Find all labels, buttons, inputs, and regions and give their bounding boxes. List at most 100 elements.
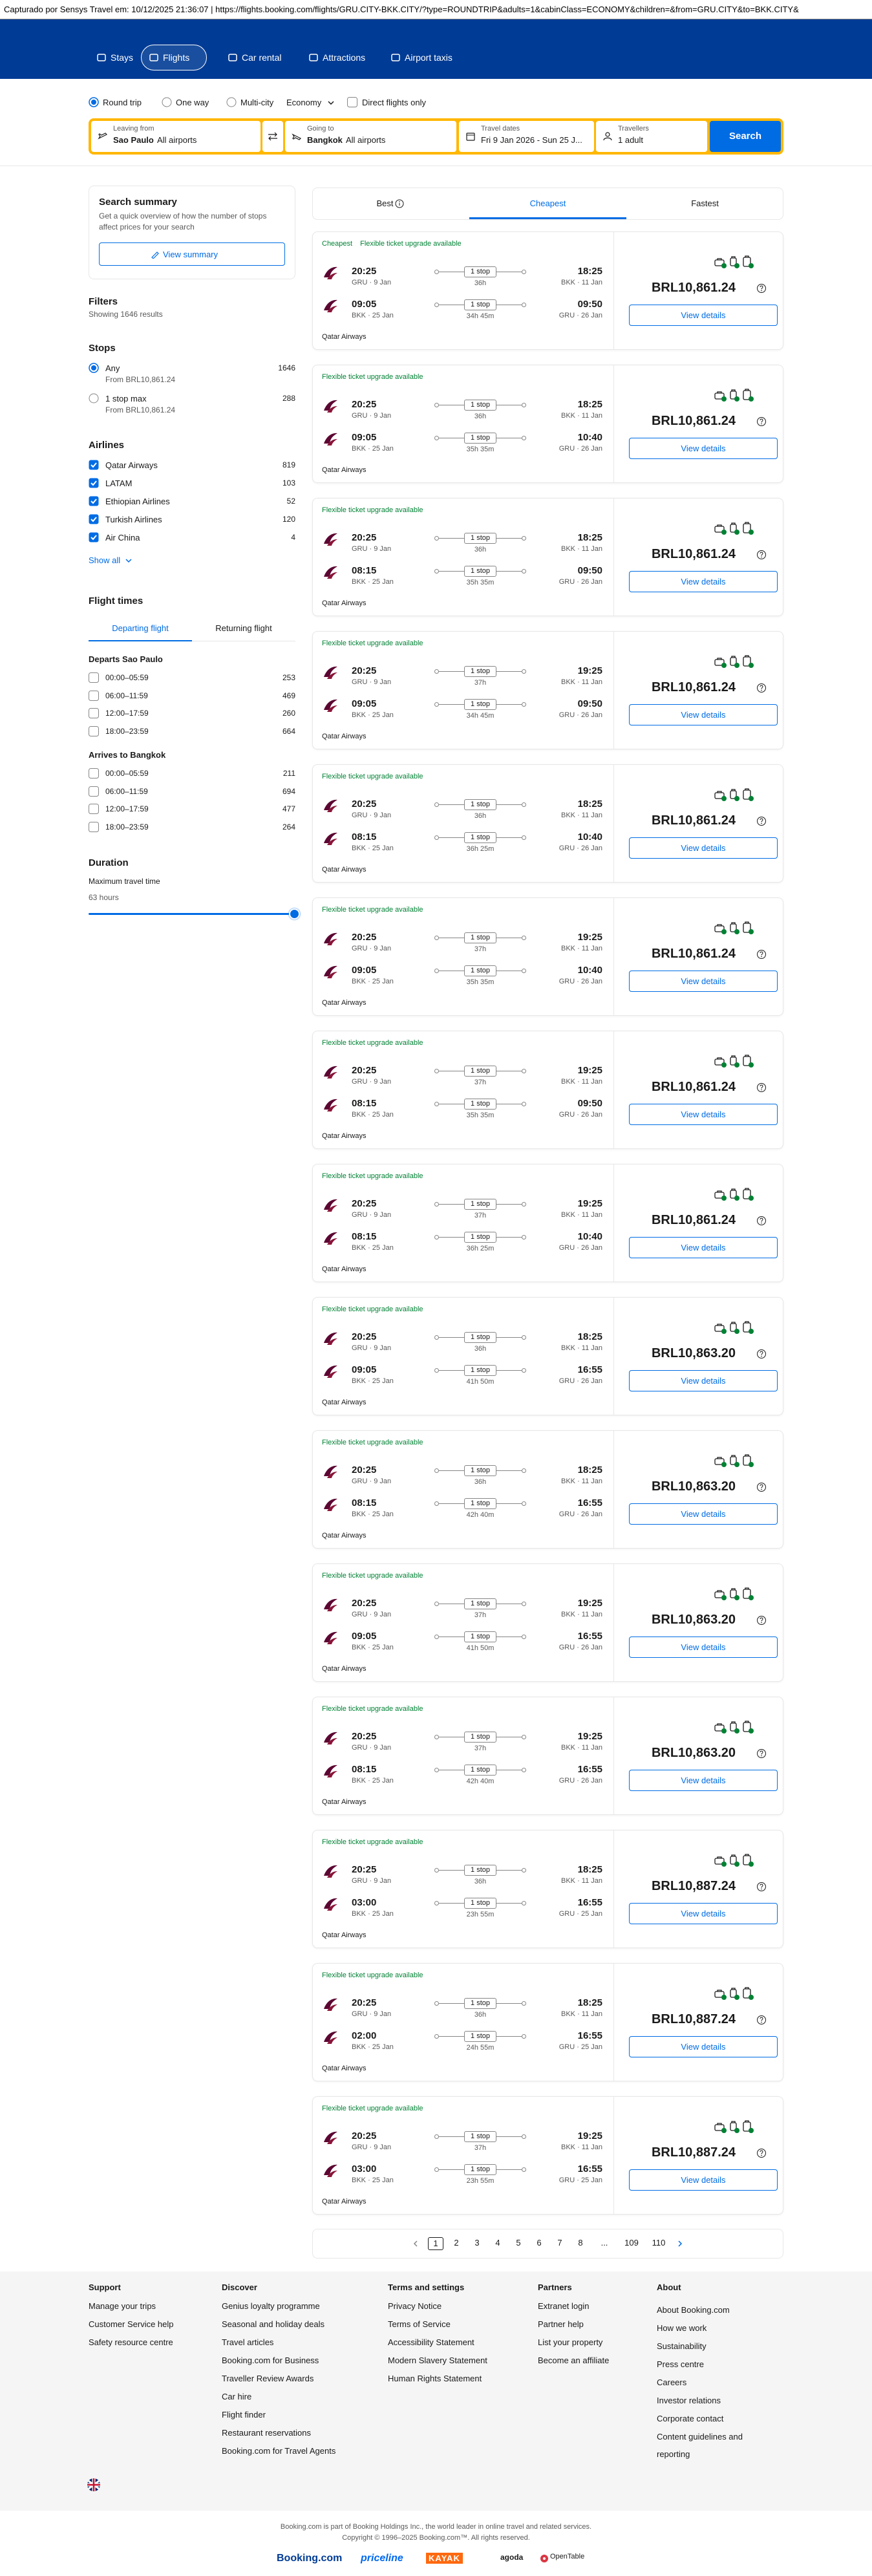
page-link[interactable]: 8 bbox=[578, 2238, 583, 2248]
footer-link[interactable]: Modern Slavery Statement bbox=[388, 2356, 487, 2365]
sort-tab[interactable]: Fastest bbox=[691, 199, 719, 208]
swap-button[interactable] bbox=[262, 121, 283, 152]
footer-link[interactable]: About Booking.com bbox=[657, 2305, 730, 2315]
time-label[interactable]: 06:00–11:59 bbox=[105, 691, 148, 700]
airline-label[interactable]: Qatar Airways bbox=[105, 460, 158, 470]
page-link[interactable]: 1 bbox=[428, 2237, 443, 2250]
summary-button[interactable] bbox=[99, 242, 285, 266]
time-label[interactable]: 12:00–17:59 bbox=[105, 804, 149, 814]
nav-item[interactable]: Car rental bbox=[242, 52, 282, 63]
footer-link[interactable]: Genius loyalty programme bbox=[222, 2301, 320, 2311]
footer-link[interactable]: Partner help bbox=[538, 2319, 584, 2329]
trip-type[interactable]: Multi-city bbox=[240, 98, 274, 107]
result-card[interactable]: Flexible ticket upgrade available 20:25 GR… bbox=[312, 1963, 783, 2081]
footer-link[interactable]: Content guidelines and reporting bbox=[657, 2432, 743, 2459]
nav-pill[interactable] bbox=[141, 45, 207, 70]
view-details[interactable]: View details bbox=[629, 1503, 778, 1525]
slider-knob[interactable] bbox=[289, 908, 300, 919]
stop-label[interactable]: Any bbox=[105, 363, 120, 373]
stop-label[interactable]: 1 stop max bbox=[105, 394, 147, 403]
nav-item[interactable]: Attractions bbox=[323, 52, 366, 63]
search-field[interactable] bbox=[285, 121, 456, 152]
footer-link[interactable]: Customer Service help bbox=[89, 2319, 174, 2329]
result-card[interactable]: Flexible ticket upgrade available 20:25 GR… bbox=[312, 2096, 783, 2215]
view-details[interactable]: View details bbox=[629, 571, 778, 592]
view-details[interactable]: View details bbox=[629, 1770, 778, 1791]
airline-label[interactable]: Air China bbox=[105, 533, 140, 542]
nav-item[interactable]: Airport taxis bbox=[405, 52, 452, 63]
time-label[interactable]: 06:00–11:59 bbox=[105, 786, 148, 796]
footer-link[interactable]: Investor relations bbox=[657, 2396, 721, 2405]
view-details[interactable]: View details bbox=[629, 1237, 778, 1258]
trip-type[interactable]: One way bbox=[176, 98, 209, 107]
footer-link[interactable]: Careers bbox=[657, 2377, 687, 2387]
view-details[interactable]: View details bbox=[629, 704, 778, 725]
result-card[interactable]: Flexible ticket upgrade available 20:25 GR… bbox=[312, 1697, 783, 1815]
result-card[interactable]: Cheapest Flexible ticket upgrade availabl… bbox=[312, 231, 783, 350]
footer-link[interactable]: Human Rights Statement bbox=[388, 2374, 482, 2383]
show-all[interactable]: Show all bbox=[89, 555, 121, 565]
view-details[interactable]: View details bbox=[629, 2036, 778, 2057]
time-label[interactable]: 18:00–23:59 bbox=[105, 822, 149, 832]
result-card[interactable]: Flexible ticket upgrade available 20:25 GR… bbox=[312, 365, 783, 483]
footer-link[interactable]: Manage your trips bbox=[89, 2301, 156, 2311]
footer-link[interactable]: Restaurant reservations bbox=[222, 2428, 312, 2438]
result-card[interactable]: Flexible ticket upgrade available 20:25 GR… bbox=[312, 897, 783, 1016]
search-field[interactable] bbox=[459, 121, 594, 152]
footer-link[interactable]: How we work bbox=[657, 2323, 707, 2333]
view-details[interactable]: View details bbox=[629, 305, 778, 326]
search-field[interactable] bbox=[91, 121, 261, 152]
footer-link[interactable]: Sustainability bbox=[657, 2341, 707, 2351]
footer-link[interactable]: Booking.com for Travel Agents bbox=[222, 2446, 336, 2456]
page-link[interactable]: ... bbox=[601, 2238, 608, 2248]
page-link[interactable]: 5 bbox=[516, 2238, 521, 2248]
result-card[interactable]: Flexible ticket upgrade available 20:25 GR… bbox=[312, 1563, 783, 1682]
time-label[interactable]: 12:00–17:59 bbox=[105, 709, 149, 718]
nav-item[interactable]: Stays bbox=[111, 52, 134, 63]
airline-label[interactable]: Turkish Airlines bbox=[105, 515, 162, 524]
footer-link[interactable]: Car hire bbox=[222, 2392, 252, 2401]
view-details[interactable]: View details bbox=[629, 438, 778, 459]
view-details[interactable]: View details bbox=[629, 1903, 778, 1924]
page-link[interactable]: 2 bbox=[454, 2238, 459, 2248]
footer-link[interactable]: Extranet login bbox=[538, 2301, 590, 2311]
view-details[interactable]: View details bbox=[629, 1637, 778, 1658]
result-card[interactable]: Flexible ticket upgrade available 20:25 GR… bbox=[312, 1297, 783, 1415]
footer-link[interactable]: Accessibility Statement bbox=[388, 2337, 474, 2347]
footer-link[interactable]: Safety resource centre bbox=[89, 2337, 173, 2347]
result-card[interactable]: Flexible ticket upgrade available 20:25 GR… bbox=[312, 1164, 783, 1282]
trip-type[interactable]: Round trip bbox=[103, 98, 142, 107]
page-link[interactable]: 6 bbox=[537, 2238, 542, 2248]
time-label[interactable]: 18:00–23:59 bbox=[105, 727, 149, 736]
result-card[interactable]: Flexible ticket upgrade available 20:25 GR… bbox=[312, 1430, 783, 1549]
footer-link[interactable]: Corporate contact bbox=[657, 2414, 724, 2423]
result-card[interactable]: Flexible ticket upgrade available 20:25 GR… bbox=[312, 498, 783, 616]
page-link[interactable]: 109 bbox=[624, 2238, 639, 2248]
time-label[interactable]: 00:00–05:59 bbox=[105, 769, 149, 778]
sort-tab[interactable]: Cheapest bbox=[529, 199, 566, 208]
view-details[interactable]: View details bbox=[629, 1370, 778, 1391]
footer-link[interactable]: Press centre bbox=[657, 2359, 704, 2369]
result-card[interactable]: Flexible ticket upgrade available 20:25 GR… bbox=[312, 1031, 783, 1149]
search-button[interactable]: Search bbox=[710, 121, 781, 152]
footer-link[interactable]: List your property bbox=[538, 2337, 603, 2347]
result-card[interactable]: Flexible ticket upgrade available 20:25 GR… bbox=[312, 631, 783, 749]
footer-link[interactable]: Seasonal and holiday deals bbox=[222, 2319, 325, 2329]
search-field[interactable] bbox=[596, 121, 707, 152]
footer-link[interactable]: Traveller Review Awards bbox=[222, 2374, 314, 2383]
footer-link[interactable]: Privacy Notice bbox=[388, 2301, 442, 2311]
footer-link[interactable]: Travel articles bbox=[222, 2337, 274, 2347]
direct-only[interactable]: Direct flights only bbox=[362, 98, 426, 107]
airline-label[interactable]: LATAM bbox=[105, 478, 133, 488]
page-link[interactable]: 110 bbox=[652, 2238, 666, 2248]
page-link[interactable]: 3 bbox=[474, 2238, 480, 2248]
view-details[interactable]: View details bbox=[629, 2169, 778, 2191]
footer-link[interactable]: Terms of Service bbox=[388, 2319, 451, 2329]
cabin-select[interactable]: Economy bbox=[286, 98, 322, 107]
result-card[interactable]: Flexible ticket upgrade available 20:25 GR… bbox=[312, 1830, 783, 1948]
footer-link[interactable]: Flight finder bbox=[222, 2410, 266, 2420]
footer-link[interactable]: Booking.com for Business bbox=[222, 2356, 319, 2365]
time-tab[interactable]: Returning flight bbox=[215, 623, 272, 633]
time-label[interactable]: 00:00–05:59 bbox=[105, 673, 149, 682]
nav-item[interactable]: Flights bbox=[163, 52, 190, 63]
